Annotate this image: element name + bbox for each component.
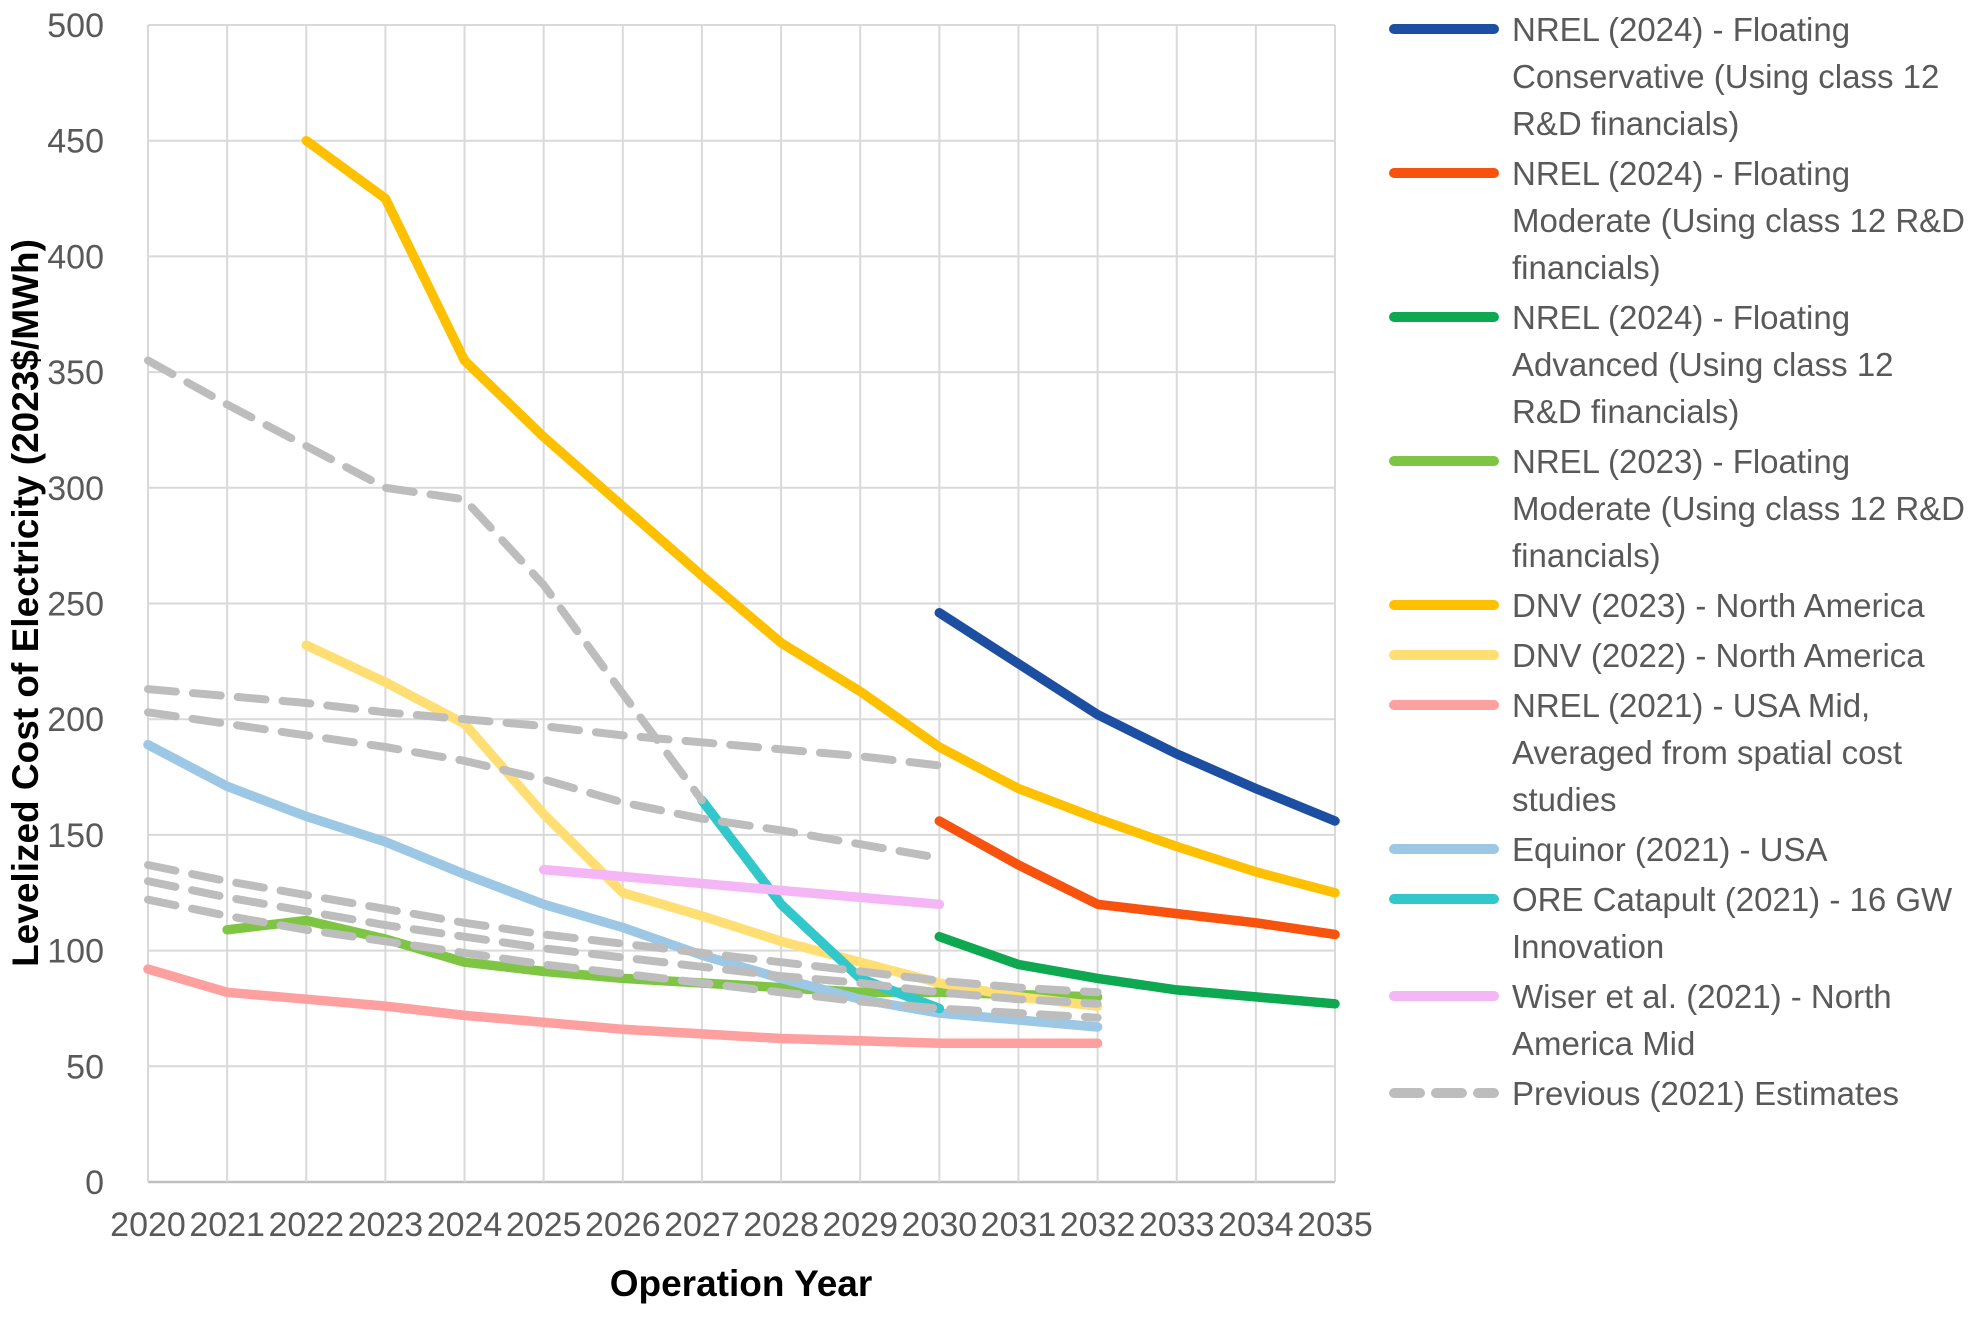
data-series-line — [301, 640, 1103, 1011]
legend-item: NREL (2023) - Floating Moderate (Using c… — [1388, 438, 1966, 579]
legend-item: NREL (2024) - Floating Moderate (Using c… — [1388, 150, 1966, 291]
legend-item: NREL (2024) - Floating Conservative (Usi… — [1388, 6, 1966, 147]
y-tick-label: 400 — [47, 238, 104, 276]
legend-line-swatch — [1389, 650, 1499, 660]
legend-item-label: NREL (2021) - USA Mid, Averaged from spa… — [1512, 687, 1903, 818]
data-series-line — [301, 135, 1340, 898]
legend-item: Wiser et al. (2021) - North America Mid — [1388, 973, 1966, 1067]
x-tick-label: 2025 — [506, 1206, 582, 1244]
legend-item-label: DNV (2023) - North America — [1512, 587, 1925, 624]
legend-item-label: NREL (2024) - Floating Moderate (Using c… — [1512, 155, 1966, 286]
x-tick-label: 2026 — [585, 1206, 661, 1244]
legend-item-label: Equinor (2021) - USA — [1512, 831, 1828, 868]
x-tick-label: 2022 — [268, 1206, 344, 1244]
x-tick-label: 2029 — [822, 1206, 898, 1244]
y-tick-label: 200 — [47, 701, 104, 739]
y-axis-title: Levelized Cost of Electricity (2023$/MWh… — [5, 239, 46, 967]
legend-line-swatch — [1389, 456, 1499, 466]
series-lines — [143, 135, 1340, 1048]
y-tick-label: 150 — [47, 817, 104, 855]
legend-line-swatch — [1389, 24, 1499, 34]
legend-item: ORE Catapult (2021) - 16 GW Innovation — [1388, 876, 1966, 970]
data-series-line — [143, 964, 1103, 1048]
data-series-line — [144, 708, 944, 862]
x-tick-label: 2028 — [743, 1206, 819, 1244]
legend-line-swatch — [1389, 991, 1499, 1001]
x-tick-label: 2024 — [427, 1206, 503, 1244]
data-series-line — [538, 864, 945, 910]
x-tick-label: 2021 — [189, 1206, 265, 1244]
x-tick-label: 2020 — [110, 1206, 186, 1244]
legend-dashed-line-swatch — [1389, 1088, 1499, 1098]
data-series-line — [697, 795, 945, 1014]
x-tick-label: 2032 — [1060, 1206, 1136, 1244]
data-series-line — [934, 816, 1340, 940]
y-tick-label: 500 — [47, 7, 104, 45]
legend-line-swatch — [1389, 168, 1499, 178]
legend-item: Previous (2021) Estimates — [1388, 1070, 1966, 1117]
y-tick-label: 50 — [66, 1048, 104, 1086]
x-tick-label: 2034 — [1218, 1206, 1294, 1244]
data-series-line — [934, 931, 1340, 1009]
x-axis-title: Operation Year — [610, 1263, 873, 1304]
y-tick-label: 450 — [47, 123, 104, 161]
y-tick-label: 350 — [47, 354, 104, 392]
x-tick-label: 2035 — [1297, 1206, 1373, 1244]
legend-item-label: DNV (2022) - North America — [1512, 637, 1925, 674]
x-tick-label: 2031 — [981, 1206, 1057, 1244]
y-tick-label: 250 — [47, 586, 104, 624]
legend-line-swatch — [1389, 700, 1499, 710]
legend-line-swatch — [1389, 894, 1499, 904]
legend-item: DNV (2022) - North America — [1388, 632, 1966, 679]
legend-line-swatch — [1389, 312, 1499, 322]
y-tick-label: 300 — [47, 470, 104, 508]
data-series-line — [144, 861, 1102, 997]
y-tick-label: 0 — [85, 1164, 104, 1202]
data-series-line — [144, 877, 1102, 1008]
y-tick-label: 100 — [47, 933, 104, 971]
data-series-line — [144, 356, 706, 805]
x-tick-label: 2023 — [348, 1206, 424, 1244]
x-tick-label: 2027 — [664, 1206, 740, 1244]
legend-item: NREL (2024) - Floating Advanced (Using c… — [1388, 294, 1966, 435]
legend-line-swatch — [1389, 844, 1499, 854]
legend-item: Equinor (2021) - USA — [1388, 826, 1966, 873]
legend-item-label: NREL (2023) - Floating Moderate (Using c… — [1512, 443, 1966, 574]
legend-line-swatch — [1389, 600, 1499, 610]
legend-item: NREL (2021) - USA Mid, Averaged from spa… — [1388, 682, 1966, 823]
legend-item: DNV (2023) - North America — [1388, 582, 1966, 629]
legend-item-label: Previous (2021) Estimates — [1512, 1075, 1899, 1112]
x-tick-label: 2030 — [902, 1206, 978, 1244]
x-tick-label: 2033 — [1139, 1206, 1215, 1244]
legend-item-label: ORE Catapult (2021) - 16 GW Innovation — [1512, 881, 1953, 965]
legend-item-label: Wiser et al. (2021) - North America Mid — [1512, 978, 1892, 1062]
data-series-line — [144, 895, 1102, 1022]
legend-item-label: NREL (2024) - Floating Advanced (Using c… — [1512, 299, 1894, 430]
data-series-line — [934, 608, 1340, 826]
legend-item-label: NREL (2024) - Floating Conservative (Usi… — [1512, 11, 1940, 142]
data-series-line — [144, 685, 944, 770]
chart-legend: NREL (2024) - Floating Conservative (Usi… — [1388, 6, 1966, 1120]
